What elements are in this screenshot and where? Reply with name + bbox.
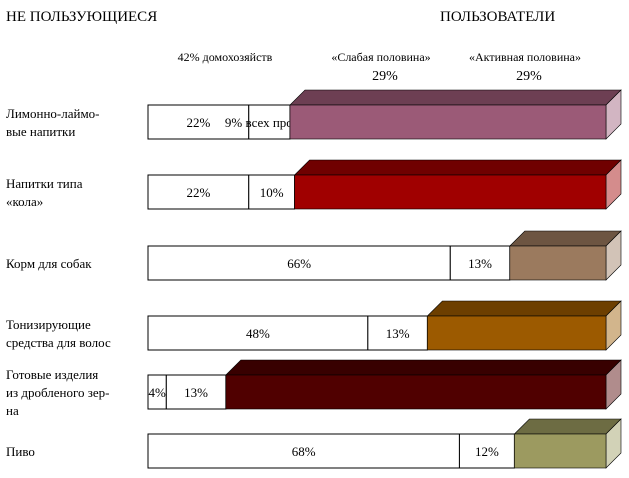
bar-3d-top (509, 230, 622, 247)
bar-segment (248, 174, 296, 210)
header-users: ПОЛЬЗОВАТЕЛИ (440, 9, 555, 25)
bar-row: Корм для собак 66% 13% (6, 230, 622, 281)
bar-row: Готовые изделия из дробленого зер-на 4% 13% (6, 359, 622, 418)
bar-value-label: 48% (246, 326, 270, 341)
category-label: «кола» (6, 194, 43, 209)
category-label: Корм для собак (6, 256, 92, 271)
category-label: на (6, 403, 19, 418)
bar-row: Пиво 68% 12% (6, 418, 622, 469)
bar-segment-users (289, 104, 607, 140)
bar-value-label: 13% (468, 256, 492, 271)
column-header-weak-half: «Слабая половина» (331, 50, 430, 64)
bar-value-label: 4% (148, 385, 166, 400)
bar-segment (367, 315, 428, 351)
bar-value-label: 68% (292, 444, 316, 459)
category-label: из дробленого зер- (6, 385, 109, 400)
bar-segment (147, 245, 451, 281)
bar-row: Тонизирующие средства для волос 48% 13% (6, 300, 622, 351)
bar-segment (449, 245, 511, 281)
bar-value-label: 13% (386, 326, 410, 341)
bar-3d-top (289, 89, 622, 106)
bar-3d-top (293, 159, 622, 176)
bar-segment-users (509, 245, 607, 281)
bar-3d-top (225, 359, 622, 376)
bar-value-label: 66% (287, 256, 311, 271)
column-header-active-half: «Активная половина» (469, 50, 581, 64)
bar-segment-users (225, 374, 607, 410)
category-label: Тонизирующие (6, 317, 91, 332)
bar-segment-users (427, 315, 607, 351)
category-label: средства для волос (6, 335, 111, 350)
column-header-weak-half-value: 29% (372, 69, 398, 84)
category-label: Готовые изделия (6, 367, 98, 382)
bar-value-label: 12% (475, 444, 499, 459)
bar-segment-users (514, 433, 607, 469)
header-non-users: НЕ ПОЛЬЗУЮЩИЕСЯ (6, 9, 157, 25)
column-header-households: 42% домохозяйств (178, 50, 273, 64)
bar-value-label: 22% (186, 115, 210, 130)
bar-3d-top (426, 300, 622, 317)
bar-segment (147, 104, 250, 140)
bar-segment (248, 104, 291, 140)
bar-3d-top (513, 418, 622, 435)
bar-value-label: 10% (260, 185, 284, 200)
column-header-active-half-value: 29% (516, 69, 542, 84)
category-label: вые напитки (6, 124, 75, 139)
bar-segment (165, 374, 227, 410)
category-label: Пиво (6, 444, 35, 459)
category-label: Лимонно-лаймо- (6, 106, 100, 121)
bar-row: Напитки типа «кола» 22% 10% (6, 159, 622, 210)
bar-value-label: 13% (184, 385, 208, 400)
bar-segment (147, 315, 369, 351)
bar-segment (147, 433, 460, 469)
bar-segment-users (294, 174, 607, 210)
bar-value-label: 22% (186, 185, 210, 200)
category-label: Напитки типа (6, 176, 83, 191)
